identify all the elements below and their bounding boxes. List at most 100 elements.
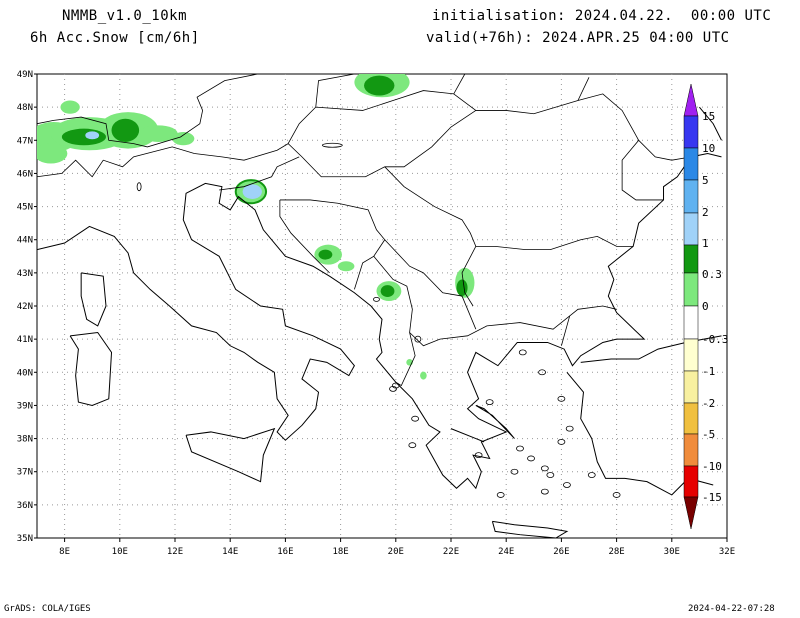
- island: [540, 488, 549, 495]
- island: [474, 452, 483, 459]
- country-border: [37, 74, 258, 148]
- legend-label: -0.3: [702, 333, 729, 346]
- legend-swatch: [683, 370, 699, 404]
- island: [411, 415, 420, 422]
- lat-label: 47N: [17, 136, 33, 146]
- island: [485, 399, 494, 406]
- lake: [414, 335, 422, 343]
- legend-label: 0: [702, 300, 709, 313]
- lat-label: 46N: [17, 169, 33, 179]
- snow-field: [37, 74, 475, 380]
- coastline: [80, 272, 107, 327]
- lat-label: 44N: [17, 236, 33, 246]
- lat-label: 45N: [17, 203, 33, 213]
- legend-swatch: [683, 402, 699, 435]
- lon-label: 20E: [388, 547, 404, 557]
- lon-label: 22E: [443, 547, 459, 557]
- snow-patch: [364, 75, 395, 96]
- island: [510, 468, 519, 475]
- island: [557, 395, 566, 402]
- legend-label: -10: [702, 460, 722, 473]
- lon-label: 26E: [553, 547, 569, 557]
- legend-swatch: [683, 147, 699, 181]
- lon-label: 18E: [332, 547, 348, 557]
- coastline: [450, 428, 485, 443]
- country-border: [315, 74, 355, 108]
- lat-label: 49N: [17, 70, 33, 80]
- lat-label: 38N: [17, 435, 33, 445]
- lon-label: 32E: [719, 547, 735, 557]
- country-border: [373, 256, 617, 347]
- lake: [136, 182, 142, 192]
- snow-patch: [139, 125, 178, 142]
- lat-label: 41N: [17, 335, 33, 345]
- lon-label: 14E: [222, 547, 238, 557]
- legend-swatch: [683, 115, 699, 149]
- lat-label: 35N: [17, 534, 33, 544]
- coastline: [566, 371, 714, 496]
- island: [391, 382, 400, 389]
- lon-label: 28E: [608, 547, 624, 557]
- country-border: [287, 74, 466, 144]
- island: [389, 385, 397, 392]
- lat-label: 37N: [17, 468, 33, 478]
- valid-time: valid(+76h): 2024.APR.25 04:00 UTC: [426, 30, 730, 46]
- legend-swatch: [683, 465, 699, 498]
- island: [612, 492, 621, 498]
- legend-label: 5: [702, 174, 709, 187]
- lat-label: 48N: [17, 103, 33, 113]
- country-border: [395, 332, 416, 387]
- legend-swatch: [683, 305, 699, 340]
- lake: [373, 296, 380, 302]
- snow-patch: [172, 132, 195, 146]
- lat-label: 40N: [17, 368, 33, 378]
- legend-swatch: [683, 433, 699, 467]
- country-border: [453, 93, 477, 111]
- variable-title: 6h Acc.Snow [cm/6h]: [30, 30, 200, 46]
- gridlines: [37, 74, 727, 538]
- country-border: [577, 77, 590, 101]
- lat-label: 43N: [17, 269, 33, 279]
- init-time: initialisation: 2024.04.22. 00:00 UTC: [432, 8, 772, 24]
- lat-label: 36N: [17, 501, 33, 511]
- coastline: [475, 404, 515, 439]
- country-border: [384, 239, 463, 297]
- island: [563, 482, 571, 488]
- island: [565, 425, 574, 432]
- snow-patch: [456, 279, 468, 297]
- country-border: [279, 199, 386, 290]
- country-border: [638, 140, 692, 161]
- snow-patch: [242, 184, 262, 199]
- island: [518, 349, 527, 356]
- axis-ticks: 8E 10E 12E 14E 16E 18E 20E 22E 24E 26E 28E 30E 32E 49…: [17, 70, 735, 557]
- country-border: [37, 110, 477, 178]
- snow-patch: [85, 131, 100, 140]
- footer-timestamp: 2024-04-22-07:28: [688, 604, 775, 614]
- snow-patch: [380, 285, 395, 298]
- lon-label: 24E: [498, 547, 514, 557]
- snow-patch: [60, 100, 80, 114]
- legend-label: 2: [702, 206, 709, 219]
- island: [516, 445, 524, 452]
- color-legend: 15 10 5 2 1 0.3 0 -0.3 -1 -2 -5 -10 -15: [683, 83, 729, 530]
- legend-arrow-top: [683, 83, 699, 117]
- country-border: [475, 93, 664, 201]
- legend-label: -1: [702, 365, 715, 378]
- lon-label: 10E: [112, 547, 128, 557]
- island: [557, 438, 566, 445]
- coastline: [185, 427, 276, 483]
- legend-label: -5: [702, 428, 715, 441]
- lon-label: 8E: [59, 547, 70, 557]
- country-border: [561, 315, 571, 346]
- coastlines-and-borders: [37, 74, 722, 538]
- legend-label: 1: [702, 237, 709, 250]
- lon-label: 16E: [277, 547, 293, 557]
- legend-swatch: [683, 272, 699, 307]
- island: [587, 472, 596, 478]
- legend-label: -15: [702, 491, 722, 504]
- legend-label: 0.3: [702, 268, 722, 281]
- snow-patch: [337, 261, 355, 272]
- island: [546, 472, 555, 478]
- lon-label: 12E: [167, 547, 183, 557]
